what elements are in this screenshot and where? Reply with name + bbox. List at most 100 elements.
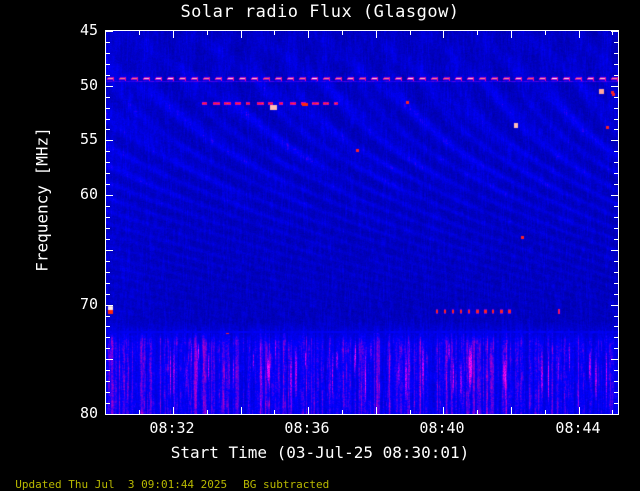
tick-mark <box>106 86 113 87</box>
tick-mark <box>614 206 618 207</box>
tick-mark <box>579 31 580 38</box>
tick-mark <box>614 337 618 338</box>
tick-mark <box>173 31 174 38</box>
tick-mark <box>106 173 110 174</box>
tick-mark <box>511 31 512 38</box>
tick-mark <box>139 31 140 35</box>
tick-mark <box>274 410 275 414</box>
tick-mark <box>443 407 444 414</box>
tick-mark <box>308 31 309 38</box>
tick-mark <box>376 31 377 38</box>
tick-mark <box>614 151 618 152</box>
tick-mark <box>614 162 618 163</box>
tick-mark <box>611 31 618 32</box>
tick-mark <box>207 31 208 35</box>
y-tick-label: 70 <box>79 295 98 313</box>
tick-mark <box>106 261 110 262</box>
tick-mark <box>545 31 546 35</box>
tick-mark <box>106 206 110 207</box>
tick-mark <box>614 261 618 262</box>
tick-mark <box>106 381 110 382</box>
tick-mark <box>106 97 110 98</box>
tick-mark <box>614 392 618 393</box>
tick-mark <box>106 414 113 415</box>
tick-mark <box>106 64 110 65</box>
x-axis-title: Start Time (03-Jul-25 08:30:01) <box>170 443 470 462</box>
tick-mark <box>106 217 110 218</box>
tick-mark <box>614 184 618 185</box>
tick-mark <box>207 410 208 414</box>
tick-mark <box>342 410 343 414</box>
y-tick-label: 50 <box>79 76 98 94</box>
tick-mark <box>614 129 618 130</box>
tick-mark <box>106 75 110 76</box>
tick-mark <box>614 283 618 284</box>
tick-mark <box>614 370 618 371</box>
tick-mark <box>106 326 110 327</box>
tick-mark <box>241 407 242 414</box>
y-tick-label: 60 <box>79 185 98 203</box>
tick-mark <box>477 410 478 414</box>
tick-mark <box>614 42 618 43</box>
tick-mark <box>106 140 113 141</box>
tick-mark <box>579 407 580 414</box>
tick-mark <box>410 31 411 35</box>
tick-mark <box>611 86 618 87</box>
tick-mark <box>611 305 618 306</box>
tick-mark <box>106 337 110 338</box>
tick-mark <box>614 53 618 54</box>
tick-mark <box>106 316 110 317</box>
tick-mark <box>614 326 618 327</box>
tick-mark <box>511 407 512 414</box>
tick-mark <box>443 31 444 38</box>
x-tick-label: 08:40 <box>419 419 465 437</box>
x-tick-label: 08:32 <box>149 419 195 437</box>
tick-mark <box>612 31 613 35</box>
tick-mark <box>614 217 618 218</box>
tick-mark <box>410 410 411 414</box>
tick-mark <box>106 31 113 32</box>
tick-mark <box>106 272 110 273</box>
tick-mark <box>614 228 618 229</box>
tick-mark <box>611 195 618 196</box>
spectrogram-plot-area[interactable] <box>105 30 619 415</box>
spectrogram-canvas <box>106 31 618 414</box>
tick-mark <box>614 403 618 404</box>
tick-mark <box>106 305 113 306</box>
tick-mark <box>376 407 377 414</box>
tick-mark <box>173 407 174 414</box>
y-tick-label: 55 <box>79 130 98 148</box>
x-tick-label: 08:36 <box>284 419 330 437</box>
tick-mark <box>614 272 618 273</box>
tick-mark <box>106 283 110 284</box>
x-tick-label: 08:44 <box>555 419 601 437</box>
tick-mark <box>614 294 618 295</box>
tick-mark <box>611 414 618 415</box>
tick-mark <box>106 228 110 229</box>
tick-mark <box>106 359 113 360</box>
tick-mark <box>106 129 110 130</box>
tick-mark <box>614 348 618 349</box>
tick-mark <box>106 151 110 152</box>
tick-mark <box>139 410 140 414</box>
tick-mark <box>106 53 110 54</box>
tick-mark <box>342 31 343 35</box>
tick-mark <box>106 42 110 43</box>
tick-mark <box>106 162 110 163</box>
tick-mark <box>614 239 618 240</box>
tick-mark <box>614 97 618 98</box>
tick-mark <box>614 381 618 382</box>
page-title: Solar radio Flux (Glasgow) <box>180 2 460 22</box>
tick-mark <box>611 140 618 141</box>
tick-mark <box>614 119 618 120</box>
tick-mark <box>614 64 618 65</box>
tick-mark <box>106 403 110 404</box>
tick-mark <box>106 184 110 185</box>
tick-mark <box>614 75 618 76</box>
tick-mark <box>106 119 110 120</box>
tick-mark <box>477 31 478 35</box>
tick-mark <box>106 250 113 251</box>
tick-mark <box>611 250 618 251</box>
y-tick-label: 80 <box>79 404 98 422</box>
tick-mark <box>106 195 113 196</box>
